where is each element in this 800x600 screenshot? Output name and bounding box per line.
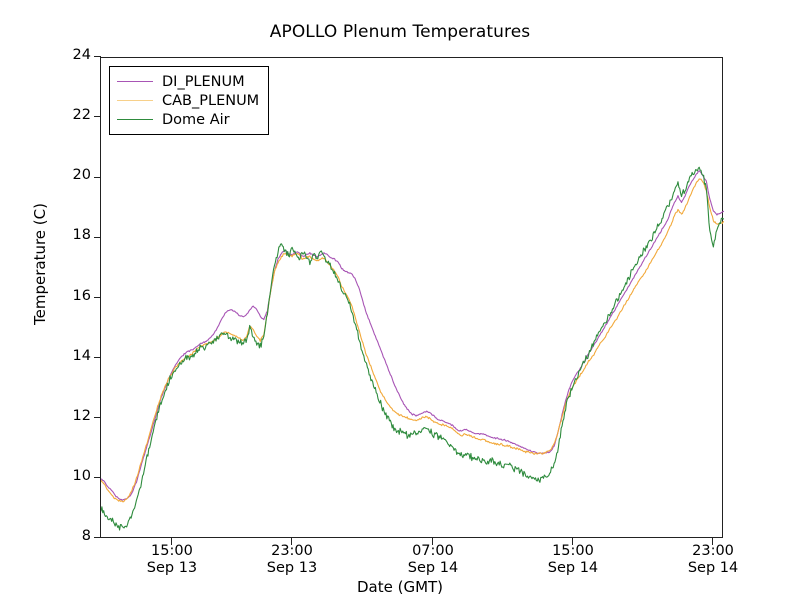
y-tick-mark bbox=[94, 116, 101, 118]
legend-item-label: Dome Air bbox=[162, 111, 230, 128]
y-tick-mark bbox=[94, 417, 101, 418]
x-tick-label: 07:00 Sep 14 bbox=[383, 543, 483, 577]
y-tick-label: 10 bbox=[72, 467, 91, 484]
series-line-dome-air bbox=[101, 166, 724, 531]
x-tick-mark bbox=[432, 538, 434, 545]
x-tick-time: 07:00 bbox=[412, 543, 454, 559]
x-tick-mark bbox=[171, 538, 173, 545]
legend-color-swatch bbox=[117, 81, 153, 82]
series-canvas bbox=[101, 166, 724, 531]
y-tick-mark bbox=[94, 176, 101, 178]
y-tick-mark bbox=[94, 296, 101, 298]
x-tick-date: Sep 13 bbox=[146, 560, 198, 576]
x-tick-label: 15:00 Sep 14 bbox=[523, 543, 623, 577]
x-axis-label: Date (GMT) bbox=[356, 578, 444, 596]
plot-area bbox=[100, 57, 724, 538]
chart-legend: DI_PLENUM CAB_PLENUM Dome Air bbox=[109, 66, 270, 135]
page-title: APOLLO Plenum Temperatures bbox=[269, 22, 531, 42]
y-tick-mark bbox=[94, 236, 101, 238]
x-tick-date: Sep 14 bbox=[407, 560, 459, 576]
legend-item[interactable]: DI_PLENUM bbox=[117, 72, 259, 91]
x-tick-label: 23:00 Sep 14 bbox=[663, 543, 763, 577]
x-tick-time: 23:00 bbox=[692, 543, 734, 559]
x-tick-time: 15:00 bbox=[552, 543, 594, 559]
y-tick-label: 22 bbox=[72, 107, 91, 124]
x-tick-date: Sep 14 bbox=[547, 560, 599, 576]
y-tick-label: 12 bbox=[72, 407, 91, 424]
legend-item[interactable]: CAB_PLENUM bbox=[117, 91, 259, 110]
x-tick-time: 23:00 bbox=[271, 543, 313, 559]
y-tick-label: 14 bbox=[72, 347, 91, 364]
series-line-cab-plenum bbox=[101, 178, 724, 503]
x-tick-label: 23:00 Sep 13 bbox=[242, 543, 342, 577]
legend-color-swatch bbox=[117, 100, 153, 101]
series-line-di-plenum bbox=[101, 170, 724, 501]
x-tick-date: Sep 14 bbox=[687, 560, 739, 576]
x-tick-mark bbox=[712, 538, 714, 545]
y-tick-label: 16 bbox=[72, 287, 91, 304]
legend-color-swatch bbox=[117, 119, 153, 120]
legend-item[interactable]: Dome Air bbox=[117, 110, 259, 129]
x-tick-mark bbox=[572, 538, 574, 545]
y-tick-label: 20 bbox=[72, 167, 91, 184]
y-tick-mark bbox=[94, 477, 101, 479]
x-tick-label: 15:00 Sep 13 bbox=[122, 543, 222, 577]
y-tick-mark bbox=[94, 356, 101, 358]
x-tick-mark bbox=[291, 538, 293, 545]
y-tick-mark bbox=[94, 56, 101, 58]
x-tick-time: 15:00 bbox=[151, 543, 193, 559]
y-tick-label: 24 bbox=[72, 47, 91, 63]
y-tick-label: 18 bbox=[72, 227, 91, 244]
y-axis-label: Temperature (C) bbox=[31, 203, 49, 325]
y-tick-mark bbox=[94, 537, 101, 539]
x-tick-date: Sep 13 bbox=[266, 560, 318, 576]
legend-item-label: CAB_PLENUM bbox=[162, 92, 260, 109]
y-tick-label: 8 bbox=[81, 528, 91, 544]
legend-item-label: DI_PLENUM bbox=[162, 73, 245, 90]
